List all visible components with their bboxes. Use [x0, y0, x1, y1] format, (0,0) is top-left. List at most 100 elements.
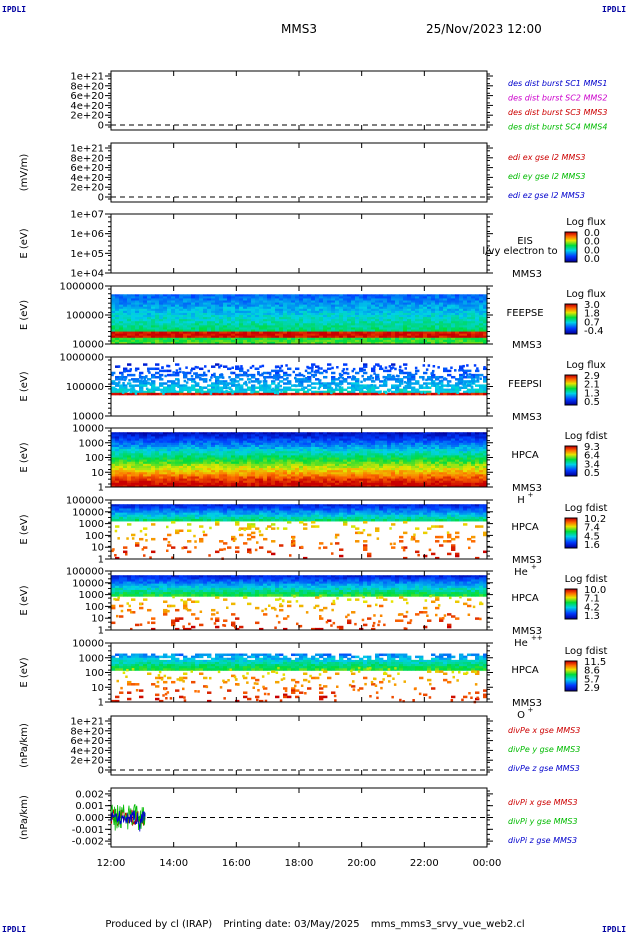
spectrogram-cell [183, 442, 188, 446]
spectrogram-cell [399, 339, 404, 343]
spectrogram-cell [247, 321, 252, 324]
spectrogram-cell [391, 327, 396, 330]
spectrogram-cell [219, 298, 224, 301]
colorbar-swatch [565, 403, 577, 405]
spectrogram-cell [259, 449, 264, 452]
spectrogram-cell [159, 442, 164, 446]
spectrogram-cell [299, 432, 304, 435]
spectrogram-cell [443, 438, 448, 442]
spectrogram-cell [315, 304, 320, 308]
spectrogram-cell [255, 312, 260, 316]
spectrogram-cell [435, 306, 440, 310]
spectrogram-speckle [276, 392, 280, 395]
spectrogram-cell [263, 380, 268, 383]
spectrogram-cell [195, 459, 200, 463]
spectrogram-cell [203, 457, 208, 461]
spectrogram-cell [291, 315, 296, 318]
spectrogram-cell [159, 294, 164, 297]
spectrogram-cell [475, 325, 480, 328]
spectrogram-cell [175, 440, 180, 444]
spectrogram-cell [255, 298, 260, 301]
spectrogram-cell [163, 442, 168, 446]
spectrogram-cell [423, 308, 428, 312]
spectrogram-cell [279, 306, 284, 310]
spectrogram-cell [263, 341, 268, 345]
y-tick-label: 1e+21 [70, 144, 104, 155]
spectrogram-cell [271, 335, 276, 339]
spectrogram-cell [243, 438, 248, 442]
spectrogram-cell [407, 296, 412, 299]
spectrogram-cell [279, 304, 284, 308]
spectrogram-cell [299, 304, 304, 308]
spectrogram-cell [267, 459, 272, 463]
spectrogram-cell [191, 339, 196, 343]
spectrogram-cell [355, 459, 360, 463]
spectrogram-cell [223, 446, 228, 450]
spectrogram-cell [447, 333, 452, 337]
spectrogram-cell [363, 446, 368, 450]
spectrogram-cell [371, 302, 376, 306]
spectrogram-cell [235, 325, 240, 328]
spectrogram-cell [255, 444, 260, 448]
spectrogram-cell [327, 306, 332, 310]
spectrogram-cell [139, 335, 144, 339]
spectrogram-cell [179, 434, 184, 437]
spectrogram-cell [335, 440, 340, 444]
spectrogram-cell [163, 321, 168, 324]
spectrogram-cell [275, 371, 280, 375]
spectrogram-cell [315, 298, 320, 301]
spectrogram-cell [215, 451, 220, 454]
spectrogram-cell [423, 339, 428, 343]
spectrogram-cell [215, 382, 220, 385]
spectrogram-cell [263, 444, 268, 448]
spectrogram-speckle [286, 377, 289, 380]
spectrogram-cell [243, 300, 248, 303]
spectrogram-cell [239, 453, 244, 456]
spectrogram-cell [231, 298, 236, 301]
spectrogram-cell [287, 296, 292, 299]
spectrogram-cell [299, 446, 304, 450]
spectrogram-cell [119, 321, 124, 324]
spectrogram-speckle [317, 367, 321, 370]
spectrogram-cell [131, 327, 136, 330]
spectrogram-cell [175, 298, 180, 301]
spectrogram-cell [319, 382, 324, 385]
spectrogram-cell [363, 323, 368, 326]
spectrogram-cell [319, 339, 324, 343]
spectrogram-cell [235, 312, 240, 316]
spectrogram-cell [179, 308, 184, 312]
spectrogram-cell [123, 308, 128, 312]
spectrogram-cell [335, 382, 340, 385]
spectrogram-cell [235, 302, 240, 306]
spectrogram-cell [279, 455, 284, 458]
spectrogram-cell [111, 382, 116, 385]
spectrogram-cell [135, 449, 140, 452]
spectrogram-cell [319, 341, 324, 345]
spectrogram-cell [279, 323, 284, 326]
spectrogram-cell [259, 333, 264, 337]
spectrogram-cell [283, 446, 288, 450]
spectrogram-cell [351, 321, 356, 324]
spectrogram-cell [411, 382, 416, 385]
spectrogram-cell [231, 300, 236, 303]
spectrogram-cell [167, 298, 172, 301]
spectrogram-cell [303, 317, 308, 320]
spectrogram-cell [435, 337, 440, 341]
spectrogram-cell [363, 436, 368, 439]
spectrogram-cell [443, 304, 448, 308]
legend-entry: des dist burst SC3 MMS3 [508, 108, 607, 117]
spectrogram-speckle [147, 369, 150, 373]
spectrogram-cell [271, 323, 276, 326]
spectrogram-speckle [363, 368, 366, 372]
spectrogram-speckle [113, 382, 116, 385]
spectrogram-cell [183, 440, 188, 444]
spectrogram-speckle [450, 366, 453, 369]
spectrogram-cell [291, 329, 296, 332]
spectrogram-cell [163, 296, 168, 299]
spectrogram-cell [243, 457, 248, 461]
spectrogram-cell [235, 442, 240, 446]
spectrogram-cell [371, 325, 376, 328]
spectrogram-cell [315, 323, 320, 326]
spectrogram-cell [139, 319, 144, 322]
spectrogram-cell [223, 294, 228, 297]
